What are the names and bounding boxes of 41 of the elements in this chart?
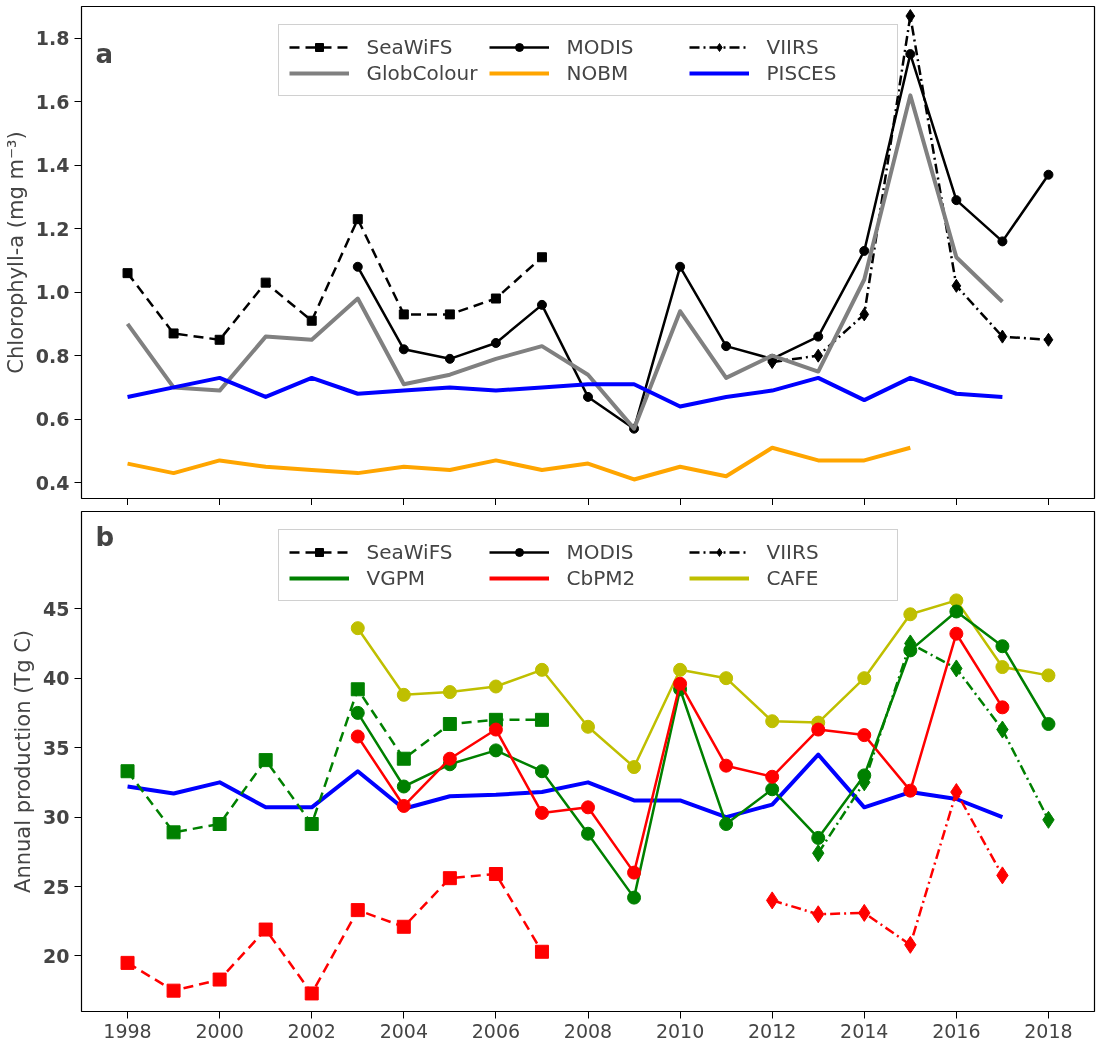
legend-label: SeaWiFS (366, 35, 454, 59)
y-tick-label: 1.2 (35, 217, 70, 240)
y-tick-label: 25 (43, 875, 70, 898)
legend-label: CAFE (766, 566, 820, 590)
x-tick-label: 2010 (655, 1019, 705, 1040)
x-tick-label: 2006 (471, 1019, 521, 1040)
legend-label: VGPM (366, 566, 426, 590)
x-tick-label: 2000 (195, 1019, 244, 1040)
legend-label: MODIS (566, 35, 635, 59)
y-tick-label: 45 (43, 597, 70, 620)
y-tick-label: 1.8 (35, 27, 70, 50)
y-tick-label: 40 (43, 667, 70, 690)
annotation: a (95, 38, 114, 69)
x-tick-label: 2002 (287, 1019, 336, 1040)
y-tick-label: 30 (43, 806, 70, 829)
x-tick-label: 2004 (379, 1019, 428, 1040)
x-tick-label: 2014 (840, 1019, 889, 1040)
x-tick-label: 2012 (748, 1019, 797, 1040)
legend-label: MODIS (566, 540, 635, 564)
legend-label: VIIRS (766, 35, 820, 59)
legend-label: PISCES (766, 61, 838, 85)
y-tick-label: 35 (43, 736, 70, 759)
annotation: b (95, 521, 115, 552)
x-tick-label: 2016 (932, 1019, 981, 1040)
legend-label: CbPM2 (566, 566, 637, 590)
y-tick-label: 20 (43, 944, 70, 967)
legend-label: SeaWiFS (366, 540, 454, 564)
y-tick-label: 1.0 (35, 281, 70, 304)
y-axis-title: Chlorophyll-a (mg m⁻³) (3, 131, 28, 374)
y-tick-label: 0.6 (35, 408, 70, 431)
y-tick-label: 0.4 (35, 471, 70, 494)
x-tick-label: 1998 (103, 1019, 152, 1040)
y-tick-label: 0.8 (35, 344, 70, 367)
x-tick-label: 2008 (563, 1019, 613, 1040)
legend-label: GlobColour (366, 61, 479, 85)
legend-label: VIIRS (766, 540, 820, 564)
y-tick-label: 1.6 (35, 90, 70, 113)
x-tick-label: 2018 (1024, 1019, 1073, 1040)
y-axis-title: Annual production (Tg C) (11, 630, 36, 893)
legend-label: NOBM (566, 61, 630, 85)
y-tick-label: 1.4 (35, 154, 70, 177)
